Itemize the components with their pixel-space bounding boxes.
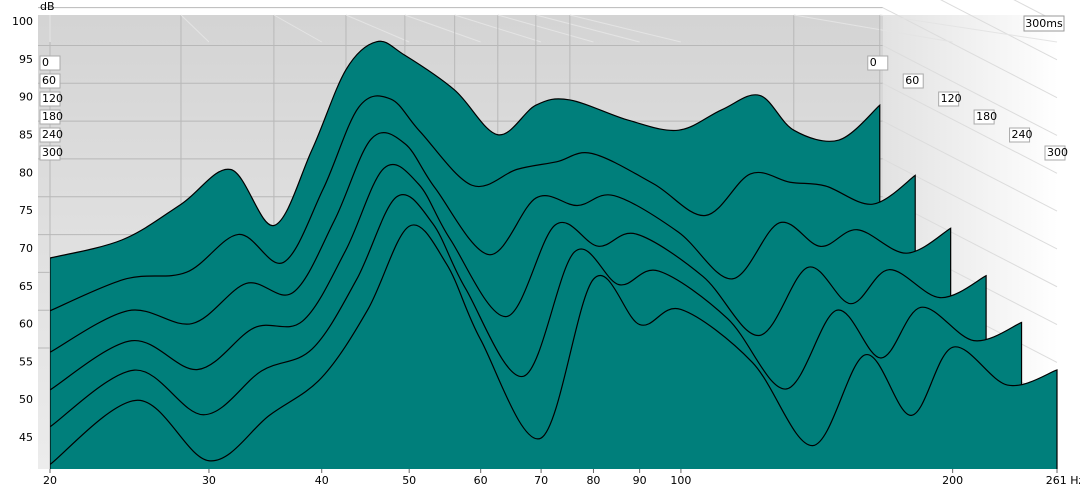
grid-line: [882, 82, 1058, 174]
z-tick-label: 240: [1012, 128, 1033, 141]
slices: [50, 40, 1058, 469]
z-tick-label: 60: [42, 74, 56, 87]
z-tick-box: [39, 91, 61, 107]
z-tick-label: 120: [42, 92, 63, 105]
y-tick-label: 55: [19, 355, 33, 368]
x-tick-label: 90: [633, 474, 647, 487]
y-tick-label: 70: [19, 242, 33, 255]
grid-line: [273, 14, 322, 43]
x-tick-label: 30: [202, 474, 216, 487]
grid-line: [882, 45, 1058, 136]
z-tick-box: [39, 127, 61, 143]
x-tick-label: 20: [43, 474, 57, 487]
y-tick-label: 50: [19, 393, 33, 406]
z-tick-box: [1044, 145, 1066, 161]
grid-line: [882, 7, 1058, 99]
z-tick-box: [39, 55, 61, 71]
z-tick-label: 180: [976, 110, 997, 123]
z-tick-label: 60: [905, 74, 919, 87]
z-tick-label: 300: [42, 146, 63, 159]
x-tick-label: 261 Hz: [1046, 474, 1080, 487]
y-tick-label: 45: [19, 431, 33, 444]
z-tick-box: [973, 109, 995, 125]
y-tick-label: 85: [19, 128, 33, 141]
y-tick-label: 95: [19, 53, 33, 66]
grid-line: [569, 14, 682, 43]
z-tick-box: [39, 145, 61, 161]
x-tick-label: 200: [942, 474, 963, 487]
z-tick-label: 0: [42, 56, 49, 69]
y-tick-label: 100: [12, 15, 33, 28]
z-tick-label: 300: [1047, 146, 1068, 159]
x-tick-label: 80: [586, 474, 600, 487]
grid-line: [882, 158, 1058, 250]
z-tick-box: [39, 109, 61, 125]
grid-line: [940, 0, 1058, 61]
y-tick-label: 80: [19, 166, 33, 179]
x-tick-label: 40: [315, 474, 329, 487]
z-max-label: 300ms: [1025, 17, 1063, 30]
grid-line: [793, 14, 953, 43]
x-tick-label: 60: [474, 474, 488, 487]
y-tick-label: 75: [19, 204, 33, 217]
x-tick-label: 50: [402, 474, 416, 487]
y-tick-label: 90: [19, 91, 33, 104]
y-tick-label: 65: [19, 280, 33, 293]
grid-line: [345, 14, 410, 43]
y-unit: dB: [40, 0, 55, 13]
z-tick-label: 0: [870, 56, 877, 69]
slice: [50, 224, 1058, 469]
z-tick-box: [938, 91, 960, 107]
grid-line: [882, 120, 1058, 212]
x-tick-label: 70: [534, 474, 548, 487]
grid-line: [1013, 0, 1058, 23]
grid-line: [180, 14, 210, 43]
z-tick-label: 240: [42, 128, 63, 141]
grid-line: [497, 14, 594, 43]
grid-line: [404, 14, 481, 43]
grid-line: [535, 14, 640, 43]
grid-line: [879, 14, 1058, 43]
x-tick-label: 100: [670, 474, 691, 487]
z-tick-box: [39, 73, 61, 89]
z-tick-box: [902, 73, 924, 89]
y-tick-label: 60: [19, 318, 33, 331]
labels: 45 50 55 60 65 70 75 80 85 90 95 100 20 30 40 50 60 70 80 9…: [12, 15, 1080, 487]
z-tick-box: [867, 55, 889, 71]
z-max-box: [1023, 15, 1065, 32]
z-tick-box: [1009, 127, 1031, 143]
z-tick-label: 120: [941, 92, 962, 105]
z-tick-label: 180: [42, 110, 63, 123]
